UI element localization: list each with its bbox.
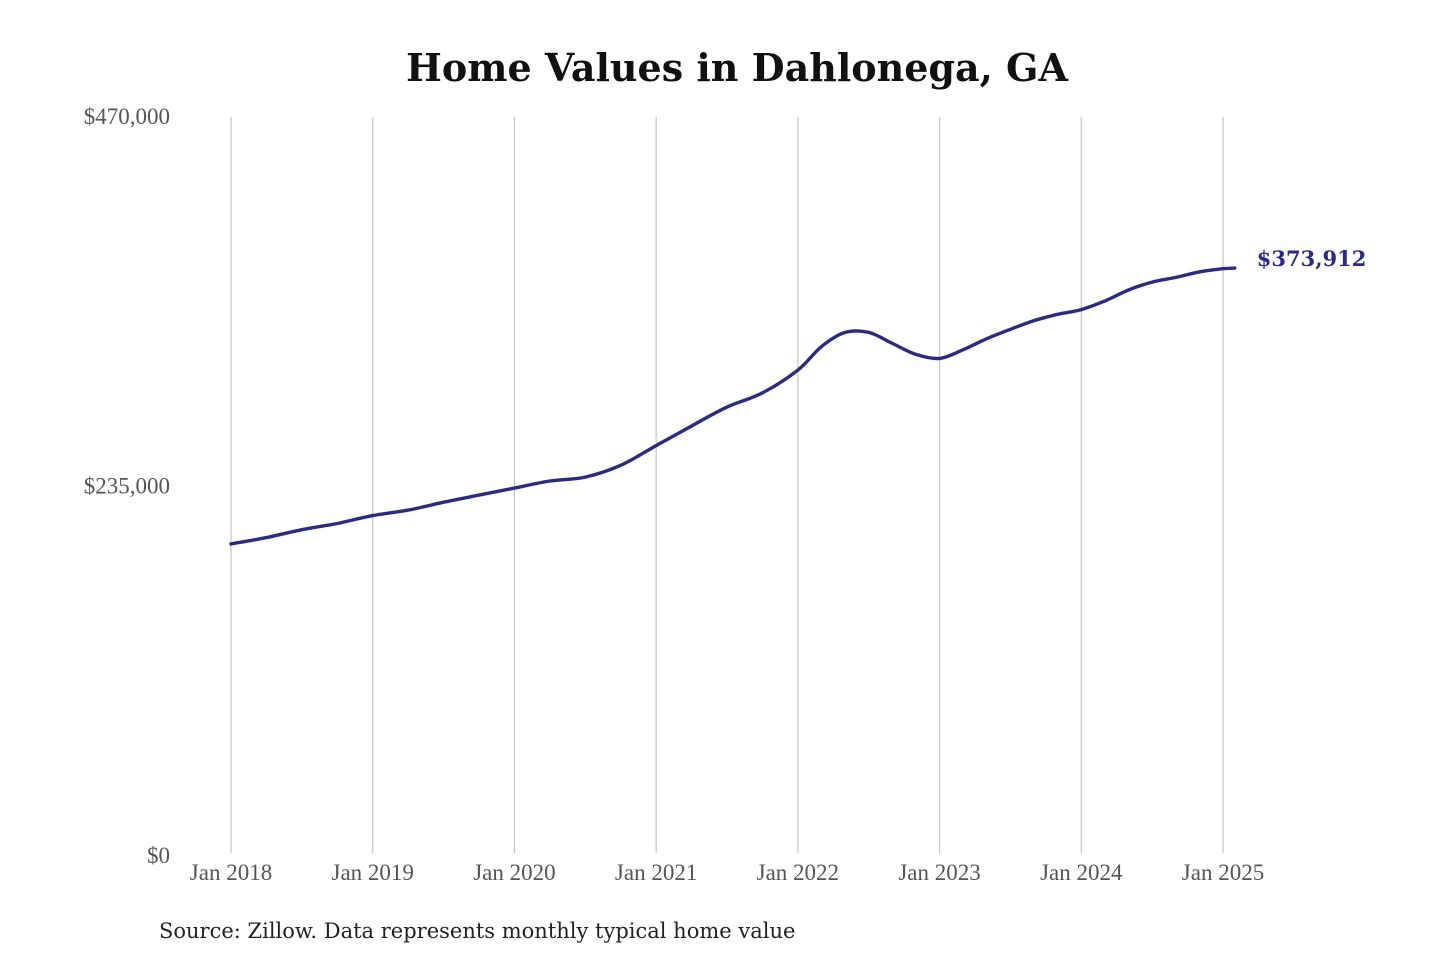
x-tick-label: Jan 2025 <box>1182 860 1264 885</box>
x-axis-tick-labels: Jan 2018 Jan 2019 Jan 2020 Jan 2021 Jan 2022… <box>190 860 1264 885</box>
x-tick-label: Jan 2023 <box>898 860 980 885</box>
chart-title: Home Values in Dahlonega, GA <box>406 45 1069 90</box>
x-tick-label: Jan 2020 <box>473 860 555 885</box>
y-tick-label: $235,000 <box>84 474 170 499</box>
x-tick-label: Jan 2021 <box>615 860 697 885</box>
x-tick-label: Jan 2019 <box>332 860 414 885</box>
source-note: Source: Zillow. Data represents monthly … <box>159 919 795 943</box>
x-tick-label: Jan 2018 <box>190 860 272 885</box>
y-tick-label: $0 <box>147 843 170 868</box>
home-value-line <box>229 266 1237 546</box>
y-axis-tick-labels: $470,000 $235,000 $0 <box>84 104 170 868</box>
x-gridlines <box>230 117 1224 853</box>
x-tick-label: Jan 2024 <box>1040 860 1123 885</box>
y-tick-label: $470,000 <box>84 104 170 129</box>
x-tick-label: Jan 2022 <box>757 860 839 885</box>
latest-value-label: $373,912 <box>1257 246 1367 271</box>
